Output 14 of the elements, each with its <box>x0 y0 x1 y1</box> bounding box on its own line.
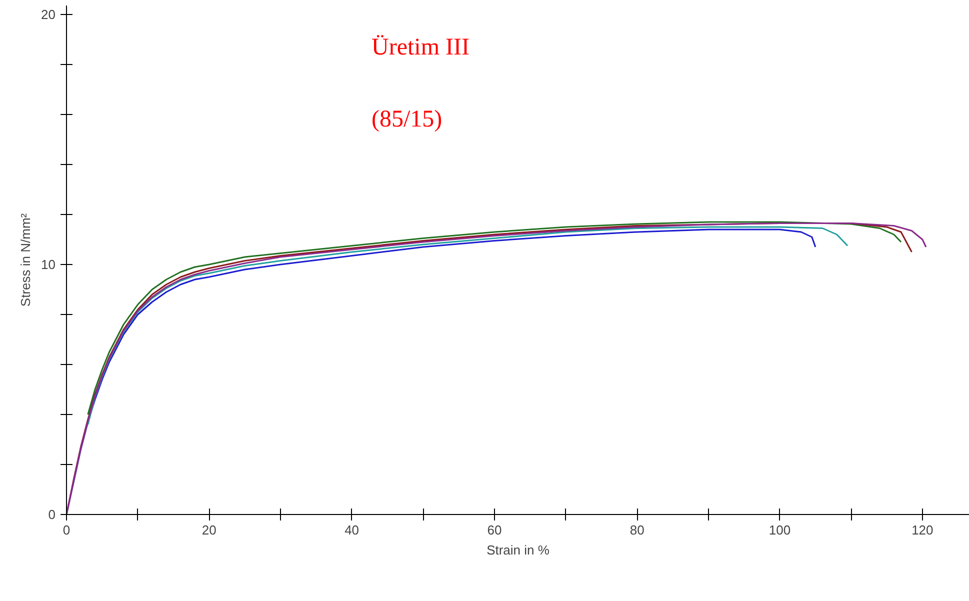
x-tick-label: 20 <box>202 522 216 538</box>
x-axis-title: Strain in % <box>486 542 550 558</box>
y-tick-label: 20 <box>41 7 56 22</box>
x-tick-label: 100 <box>768 522 791 538</box>
y-tick-label: 0 <box>48 507 56 522</box>
text: Üretim III <box>372 34 470 60</box>
y-tick-label: 10 <box>41 257 56 272</box>
text: (85/15) <box>372 106 442 132</box>
y-axis-title: Stress in N/mm² <box>18 212 34 307</box>
x-tick-label: 80 <box>630 522 644 538</box>
x-tick-label: 60 <box>487 522 502 538</box>
x-tick-label: 120 <box>912 522 934 538</box>
x-tick-label: 40 <box>344 522 360 538</box>
x-tick-label: 0 <box>62 522 70 538</box>
